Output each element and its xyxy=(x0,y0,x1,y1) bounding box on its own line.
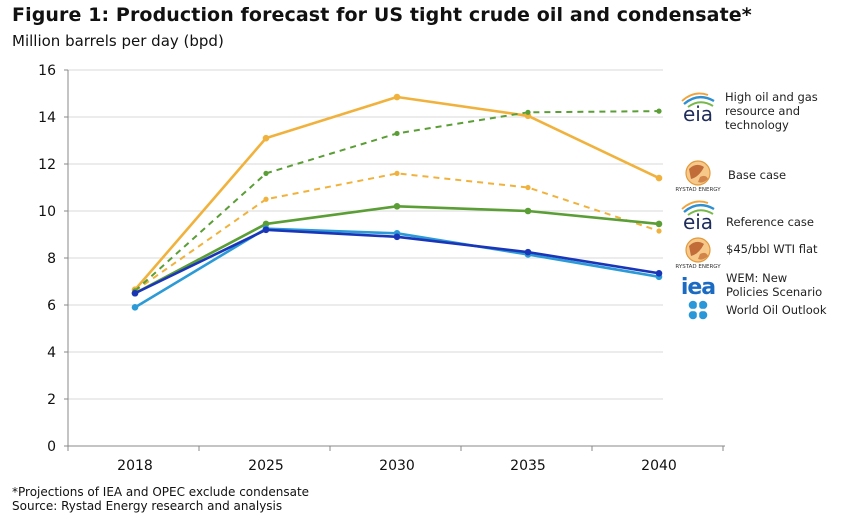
opec-logo-icon xyxy=(698,310,708,320)
opec-logo-icon xyxy=(698,300,708,310)
x-tick-label: 2035 xyxy=(510,458,546,474)
legend-item: eia Reference case xyxy=(681,200,814,234)
source-note: Source: Rystad Energy research and analy… xyxy=(12,499,283,513)
opec-logo-icon xyxy=(688,300,698,310)
eia-logo-icon: eia xyxy=(683,210,713,234)
y-tick-label: 4 xyxy=(47,345,56,361)
legend-item: iea WEM: New Policies Scenario xyxy=(681,271,822,300)
legend: eia High oil and gas resource and technolog… xyxy=(675,90,827,320)
legend-label: Base case xyxy=(728,168,786,182)
data-point xyxy=(262,226,270,234)
legend-label-line: technology xyxy=(725,118,789,132)
data-point xyxy=(262,134,270,142)
rystad-logo-icon: RYSTAD ENERGY xyxy=(675,264,721,270)
eia-swoosh-icon xyxy=(687,101,714,108)
y-tick-label: 12 xyxy=(38,157,56,173)
y-tick-label: 14 xyxy=(38,110,56,126)
chart-title: Figure 1: Production forecast for US tig… xyxy=(12,4,752,26)
series-lines xyxy=(131,93,663,311)
legend-label: High oil and gas resource and technology xyxy=(725,90,818,132)
data-point xyxy=(655,269,663,277)
data-point xyxy=(393,93,401,101)
rystad-globe-icon xyxy=(689,241,704,256)
eia-logo-icon: eia xyxy=(683,102,713,126)
eia-swoosh-icon xyxy=(683,96,715,105)
iea-logo-icon: iea xyxy=(681,275,715,300)
data-point xyxy=(656,108,662,114)
legend-label-line: High oil and gas xyxy=(725,90,818,104)
data-point xyxy=(393,203,401,210)
y-tick-label: 0 xyxy=(47,439,56,455)
legend-item: RYSTAD ENERGY Base case xyxy=(675,160,786,193)
legend-label-line: resource and xyxy=(725,104,800,118)
data-point xyxy=(394,170,400,176)
series-line xyxy=(134,205,660,295)
data-point xyxy=(524,248,532,256)
data-point xyxy=(131,289,139,297)
x-tick-label: 2025 xyxy=(248,458,284,474)
eia-swoosh-icon xyxy=(683,204,715,213)
data-point xyxy=(263,196,269,202)
legend-item: RYSTAD ENERGY $45/bbl WTI flat xyxy=(675,237,818,270)
y-tick-label: 8 xyxy=(47,251,56,267)
series-line xyxy=(134,227,660,309)
legend-label-line: Policies Scenario xyxy=(726,285,822,299)
x-tick-label: 2040 xyxy=(641,458,677,474)
data-point xyxy=(131,304,139,311)
data-point xyxy=(524,207,532,215)
data-point xyxy=(394,130,400,137)
data-point xyxy=(655,220,663,228)
data-point xyxy=(525,184,531,191)
x-tick-label: 2030 xyxy=(379,458,415,474)
legend-label: World Oil Outlook xyxy=(726,303,827,317)
legend-label-line: WEM: New xyxy=(726,271,787,285)
y-tick-label: 2 xyxy=(47,392,56,408)
opec-logo-icon xyxy=(688,308,708,312)
data-point xyxy=(393,233,401,241)
eia-swoosh-icon xyxy=(681,92,709,102)
opec-logo-icon xyxy=(688,310,698,320)
y-tick-label: 16 xyxy=(38,63,56,79)
legend-label: $45/bbl WTI flat xyxy=(726,242,818,256)
rystad-logo-icon: RYSTAD ENERGY xyxy=(675,187,721,193)
legend-label: Reference case xyxy=(726,215,814,229)
data-point xyxy=(262,220,270,228)
y-axis-unit-label: Million barrels per day (bpd) xyxy=(12,32,224,50)
eia-swoosh-icon xyxy=(681,200,709,210)
legend-item: World Oil Outlook xyxy=(688,300,827,320)
data-point xyxy=(525,109,531,115)
rystad-globe-icon xyxy=(698,175,708,183)
legend-item: eia High oil and gas resource and technolog… xyxy=(681,90,818,132)
axes: 0 2 4 6 8 10 12 14 16 2018 2025 2030 2035 2040 xyxy=(38,63,725,474)
eia-swoosh-icon xyxy=(687,209,714,216)
rystad-globe-icon xyxy=(689,164,704,179)
legend-label: WEM: New Policies Scenario xyxy=(726,271,822,299)
y-tick-label: 10 xyxy=(38,204,56,220)
x-tick-label: 2018 xyxy=(117,458,153,474)
data-point xyxy=(263,170,269,176)
y-tick-label: 6 xyxy=(47,298,56,314)
gridlines xyxy=(68,69,663,400)
rystad-globe-icon xyxy=(698,252,708,260)
data-point xyxy=(655,174,663,182)
data-point xyxy=(656,228,662,234)
footnote: *Projections of IEA and OPEC exclude con… xyxy=(12,485,310,499)
